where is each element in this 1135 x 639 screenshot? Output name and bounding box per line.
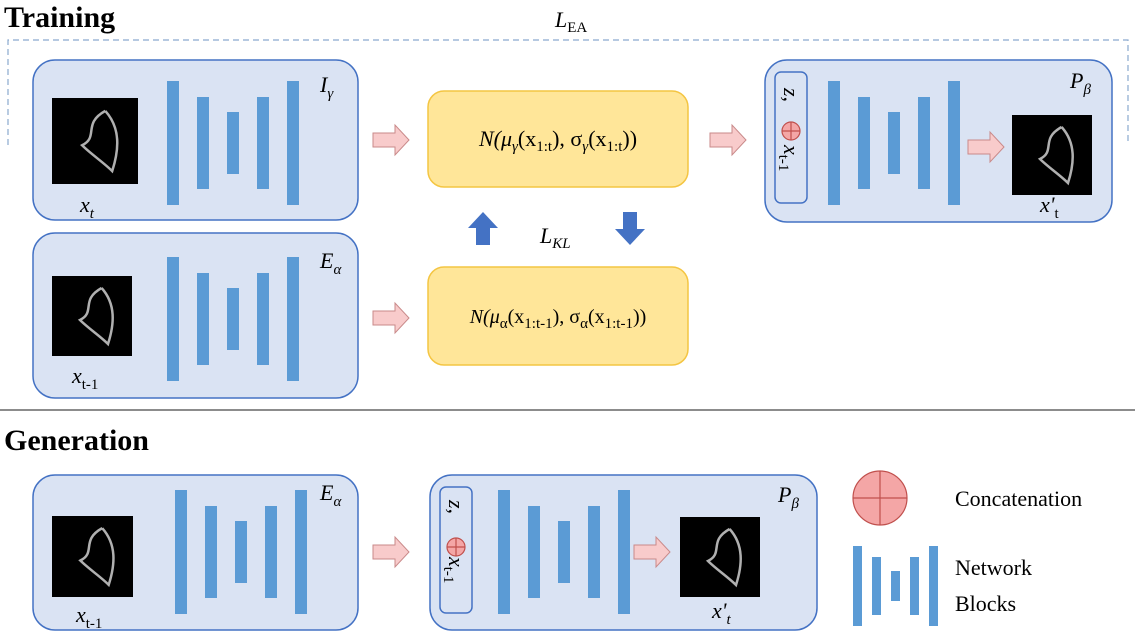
formula-part: (x	[588, 306, 605, 328]
loss-base: L	[539, 223, 552, 248]
network-block	[558, 521, 570, 583]
network-block	[891, 571, 900, 601]
formula-sub: α	[580, 316, 588, 332]
network-block	[858, 97, 870, 189]
scan-image	[1012, 115, 1092, 195]
loss-sub: KL	[551, 236, 570, 252]
label-sub: t-1	[82, 377, 99, 393]
legend-label: Concatenation	[955, 486, 1082, 511]
formula-part: (x	[588, 126, 606, 151]
formula-part: ))	[633, 306, 646, 328]
formula-sub: 1:t-1	[605, 316, 633, 332]
label-base: x	[79, 192, 90, 217]
network-block	[498, 490, 510, 614]
loss-label: LKL	[539, 223, 571, 252]
scan-image	[52, 276, 132, 356]
network-block	[929, 546, 938, 626]
network-block	[588, 506, 600, 598]
flow-arrow	[373, 125, 409, 155]
formula-sub: 1:t-1	[524, 316, 552, 332]
condition-z: z,	[779, 87, 804, 102]
label-base: x'	[711, 598, 727, 623]
formula-part: ), σ	[552, 126, 582, 151]
flow-arrow	[373, 537, 409, 567]
formula-part: N(μ	[469, 306, 500, 328]
network-block	[235, 521, 247, 583]
scan-image	[52, 98, 138, 184]
label-base: x	[75, 602, 86, 627]
network-block	[205, 506, 217, 598]
formula-part: N(μ	[478, 126, 512, 151]
label-sub: t-1	[86, 616, 103, 632]
loss-sub: EA	[567, 20, 587, 36]
network-block	[853, 546, 862, 626]
network-block	[167, 81, 179, 205]
legend-label: Network	[955, 555, 1032, 580]
kl-arrow-down	[615, 212, 645, 245]
network-block	[918, 97, 930, 189]
network-block	[227, 288, 239, 350]
label-sub: t-1	[775, 155, 791, 172]
network-block	[265, 506, 277, 598]
network-block	[948, 81, 960, 205]
label-sub: β	[1082, 82, 1091, 98]
network-block	[295, 490, 307, 614]
scan-image	[52, 516, 133, 597]
flow-arrow	[373, 303, 409, 333]
network-block	[528, 506, 540, 598]
label-base: P	[1069, 68, 1083, 93]
label-base: x	[444, 556, 469, 567]
label-base: x	[779, 144, 804, 155]
label-sub: t-1	[440, 567, 456, 584]
label-base: E	[319, 248, 334, 273]
loss-label: LEA	[554, 7, 587, 36]
formula-part: (x	[508, 306, 525, 328]
network-block	[287, 257, 299, 381]
network-block	[197, 97, 209, 189]
formula-sub: α	[500, 316, 508, 332]
network-block	[888, 112, 900, 174]
network-block	[872, 557, 881, 615]
flow-arrow	[710, 125, 746, 155]
label-base: x'	[1039, 192, 1055, 217]
label-base: P	[777, 482, 791, 507]
network-block	[227, 112, 239, 174]
formula-sub: 1:t	[607, 139, 624, 155]
legend-label: Blocks	[955, 591, 1016, 616]
label-sub: α	[333, 262, 342, 278]
label-base: E	[319, 480, 334, 505]
formula-part: ), σ	[553, 306, 581, 328]
formula-part: (x	[518, 126, 536, 151]
network-block	[618, 490, 630, 614]
label-sub: β	[790, 496, 799, 512]
network-block	[910, 557, 919, 615]
network-block	[287, 81, 299, 205]
loss-base: L	[554, 7, 567, 32]
condition-z: z,	[444, 499, 469, 514]
label-sub: α	[333, 494, 342, 510]
diagram: Training LEA Iγ xt Eα xt-1 N(μγ(x1:t), σ…	[0, 0, 1135, 639]
label-base: x	[71, 363, 82, 388]
network-block	[167, 257, 179, 381]
section-title: Generation	[4, 424, 149, 457]
formula-part: ))	[622, 126, 637, 151]
network-block	[828, 81, 840, 205]
network-block	[197, 273, 209, 365]
formula-sub: 1:t	[536, 139, 553, 155]
scan-image	[680, 517, 760, 597]
kl-arrow-up	[468, 212, 498, 245]
network-block	[257, 97, 269, 189]
network-block	[175, 490, 187, 614]
section-title: Training	[4, 1, 115, 34]
network-block	[257, 273, 269, 365]
